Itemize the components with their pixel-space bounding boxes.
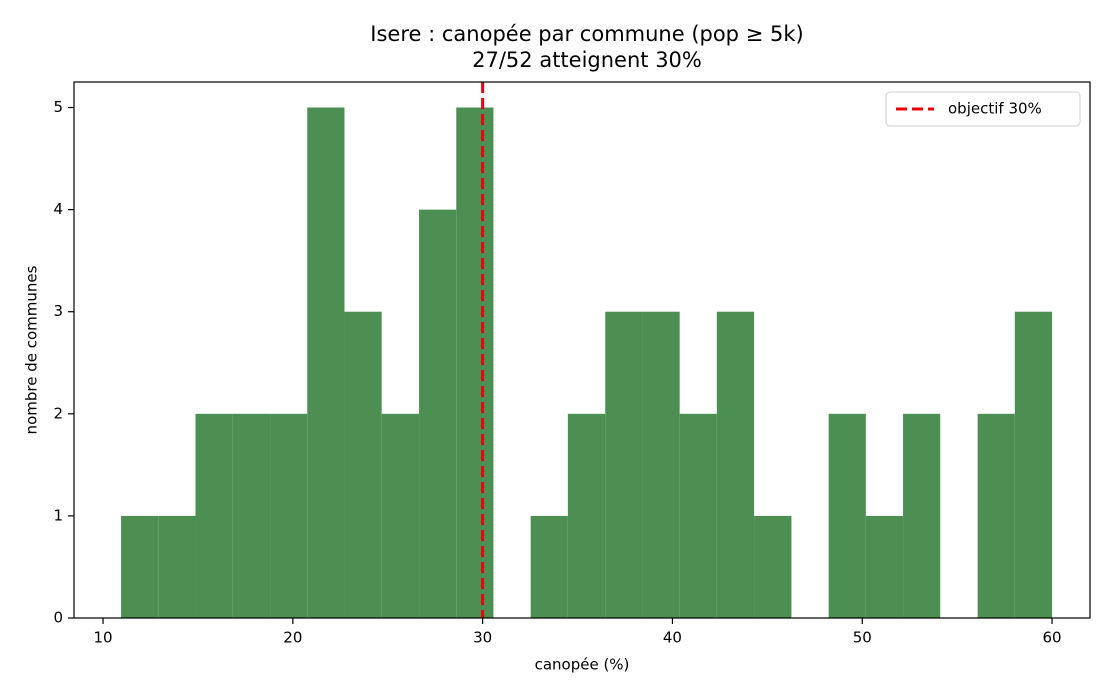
bar bbox=[419, 209, 457, 618]
y-tick-label: 1 bbox=[53, 506, 63, 524]
x-tick-label: 10 bbox=[93, 629, 112, 647]
legend-label: objectif 30% bbox=[948, 100, 1042, 118]
y-tick-label: 4 bbox=[53, 200, 63, 218]
y-tick-label: 3 bbox=[53, 302, 63, 320]
bar bbox=[567, 413, 606, 618]
bar bbox=[344, 311, 382, 618]
plot-frame bbox=[73, 81, 1091, 619]
bar bbox=[977, 413, 1015, 618]
x-tick-label: 40 bbox=[663, 629, 682, 647]
bar bbox=[456, 107, 494, 619]
bar bbox=[381, 413, 420, 618]
y-tick-label: 0 bbox=[53, 609, 63, 627]
y-tick-label: 2 bbox=[53, 404, 63, 422]
bar bbox=[121, 515, 159, 618]
y-axis-label: nombre de communes bbox=[23, 265, 41, 434]
bar bbox=[754, 515, 792, 618]
bar bbox=[865, 515, 904, 618]
bar bbox=[679, 413, 717, 618]
x-axis-label: canopée (%) bbox=[535, 656, 630, 674]
bar bbox=[307, 107, 345, 619]
bar bbox=[232, 413, 271, 618]
y-tick-label: 5 bbox=[53, 98, 63, 116]
x-tick-label: 30 bbox=[473, 629, 492, 647]
bar bbox=[716, 311, 755, 618]
x-tick-label: 60 bbox=[1042, 629, 1061, 647]
bar bbox=[828, 413, 866, 618]
bar bbox=[1014, 311, 1053, 618]
x-tick-label: 20 bbox=[283, 629, 302, 647]
bar bbox=[605, 311, 643, 618]
legend-box bbox=[885, 91, 1081, 127]
bar bbox=[530, 515, 568, 618]
x-tick-label: 50 bbox=[853, 629, 872, 647]
bar bbox=[195, 413, 233, 618]
chart-title: Isere : canopée par commune (pop ≥ 5k) bbox=[370, 22, 803, 46]
bar bbox=[158, 515, 196, 618]
bar bbox=[903, 413, 941, 618]
bar bbox=[270, 413, 308, 618]
bar bbox=[642, 311, 680, 618]
chart-subtitle: 27/52 atteignent 30% bbox=[472, 48, 702, 72]
